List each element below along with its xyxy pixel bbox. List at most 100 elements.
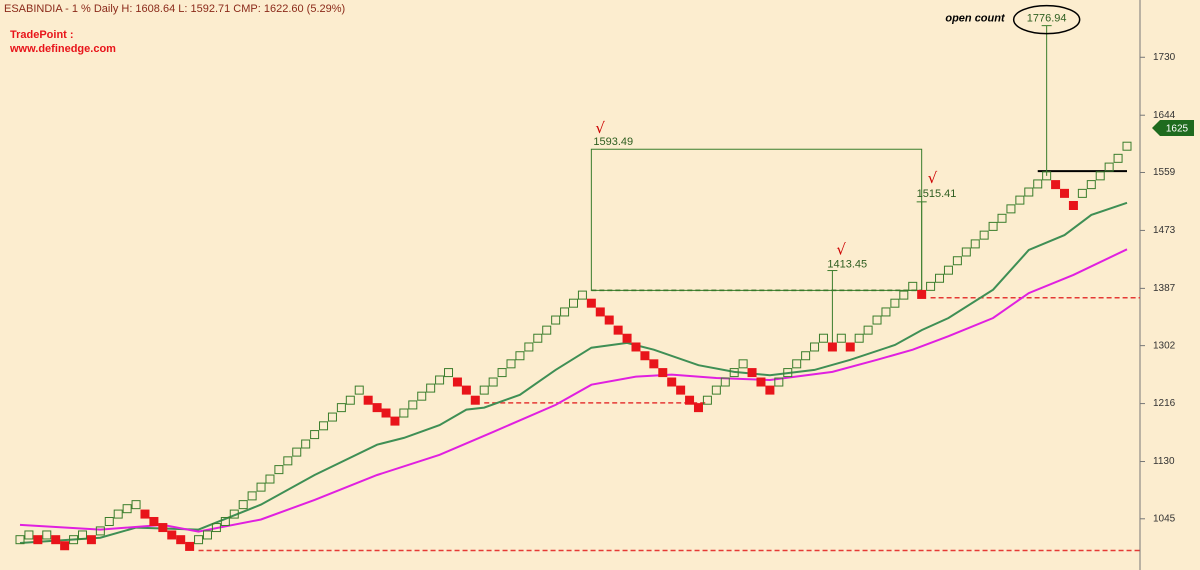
target-label: 1776.94: [1027, 13, 1067, 25]
up-box: [417, 391, 427, 401]
source-title: TradePoint :: [10, 29, 74, 41]
up-box: [774, 377, 784, 387]
y-tick-label: 1387: [1153, 283, 1176, 294]
up-box: [551, 315, 561, 325]
up-box: [488, 377, 498, 387]
up-box: [818, 333, 828, 343]
down-box: [149, 516, 159, 526]
down-box: [51, 535, 61, 545]
up-box: [1077, 188, 1087, 198]
up-box: [327, 412, 337, 422]
up-box: [274, 465, 284, 475]
down-box: [747, 368, 757, 378]
up-box: [42, 530, 52, 540]
down-box: [622, 333, 632, 343]
up-box: [211, 523, 221, 533]
up-box: [1113, 153, 1123, 163]
open-count-label: open count: [945, 13, 1006, 25]
target-label: 1413.45: [827, 258, 867, 270]
y-tick-label: 1644: [1153, 110, 1176, 121]
up-box: [319, 421, 329, 431]
up-box: [560, 307, 570, 317]
up-box: [943, 265, 953, 275]
down-box: [631, 342, 641, 352]
up-box: [24, 530, 34, 540]
up-box: [247, 491, 257, 501]
up-box: [702, 395, 712, 405]
up-box: [283, 456, 293, 466]
up-box: [408, 400, 418, 410]
up-box: [95, 526, 105, 536]
up-box: [1122, 141, 1132, 151]
up-box: [899, 290, 909, 300]
down-box: [613, 325, 623, 335]
up-box: [729, 368, 739, 378]
up-box: [997, 213, 1007, 223]
down-box: [586, 298, 596, 308]
up-box: [238, 500, 248, 510]
down-box: [390, 416, 400, 426]
down-box: [658, 368, 668, 378]
up-box: [577, 290, 587, 300]
up-box: [15, 535, 25, 545]
up-box: [890, 298, 900, 308]
up-box: [542, 325, 552, 335]
down-box: [470, 395, 480, 405]
down-box: [167, 530, 177, 540]
up-box: [202, 530, 212, 540]
up-box: [310, 430, 320, 440]
up-box: [345, 395, 355, 405]
down-box: [693, 403, 703, 413]
down-box: [381, 408, 391, 418]
down-box: [845, 342, 855, 352]
down-box: [1060, 188, 1070, 198]
up-box: [506, 359, 516, 369]
down-box: [140, 509, 150, 519]
up-box: [265, 474, 275, 484]
up-box: [908, 281, 918, 291]
up-box: [533, 333, 543, 343]
up-box: [122, 504, 132, 514]
up-box: [292, 447, 302, 457]
up-box: [979, 230, 989, 240]
up-box: [792, 359, 802, 369]
down-box: [60, 541, 70, 551]
down-box: [756, 377, 766, 387]
down-box: [765, 385, 775, 395]
up-box: [497, 368, 507, 378]
check-mark: √: [595, 119, 605, 137]
up-box: [836, 333, 846, 343]
down-box: [158, 523, 168, 533]
up-box: [711, 385, 721, 395]
up-box: [479, 385, 489, 395]
up-box: [1042, 171, 1052, 181]
up-box: [220, 516, 230, 526]
plot: 1045 1130 1216 1302 1387 1473 1559 1644 1730 1593…: [15, 4, 1194, 552]
up-box: [336, 403, 346, 413]
up-box: [810, 342, 820, 352]
down-box: [1051, 180, 1061, 190]
y-tick-label: 1045: [1153, 513, 1176, 524]
up-box: [104, 516, 114, 526]
up-box: [524, 342, 534, 352]
y-tick-label: 1559: [1153, 167, 1176, 178]
down-box: [461, 385, 471, 395]
up-box: [229, 509, 239, 519]
up-box: [399, 408, 409, 418]
up-box: [801, 351, 811, 361]
y-tick-label: 1302: [1153, 340, 1176, 351]
up-box: [444, 368, 454, 378]
down-box: [176, 535, 186, 545]
up-box: [952, 256, 962, 266]
up-box: [854, 333, 864, 343]
up-box: [961, 247, 971, 257]
up-box: [113, 509, 123, 519]
down-box: [649, 359, 659, 369]
up-box: [970, 239, 980, 249]
down-box: [595, 307, 605, 317]
down-box: [827, 342, 837, 352]
up-box: [515, 351, 525, 361]
price-tag-label: 1625: [1166, 124, 1189, 135]
